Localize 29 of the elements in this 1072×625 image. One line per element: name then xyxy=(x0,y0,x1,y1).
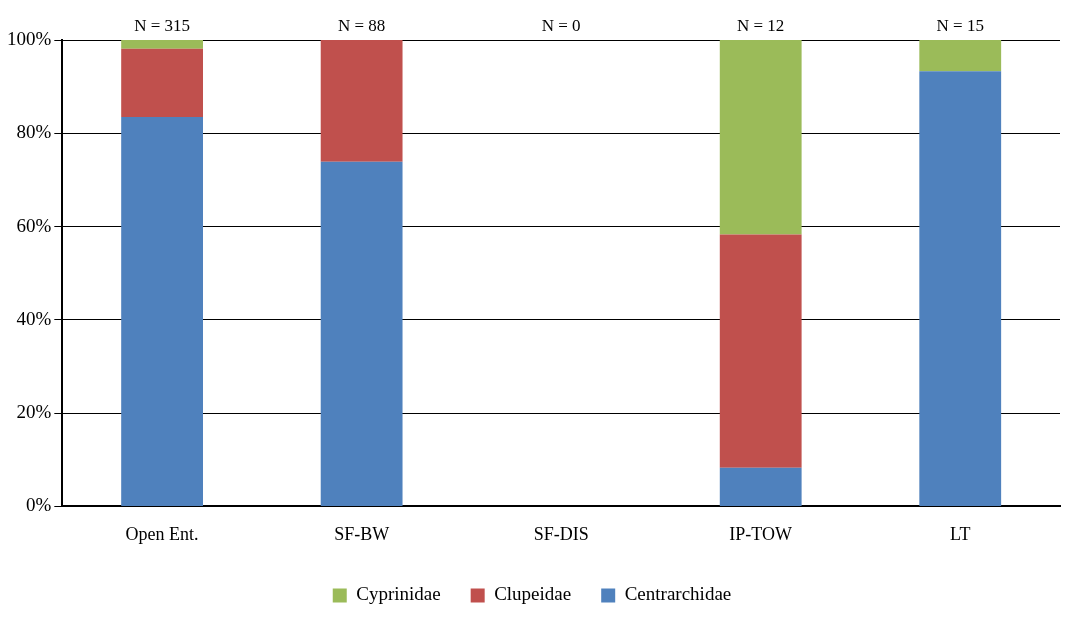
y-tick-label: 40% xyxy=(16,307,52,329)
x-tick-label: SF-DIS xyxy=(533,523,589,544)
legend-label: Clupeidae xyxy=(494,583,572,605)
y-tick-label: 20% xyxy=(16,401,52,423)
text: N = 88 xyxy=(337,15,386,35)
bar xyxy=(719,467,802,506)
x-tick-label: SF-BW xyxy=(334,523,390,544)
bar xyxy=(121,48,203,117)
x-tick-label: LT xyxy=(950,523,971,544)
y-tick-label: 80% xyxy=(16,121,52,143)
text: N = 315 xyxy=(134,15,191,35)
bar xyxy=(919,40,1002,72)
bar xyxy=(121,40,203,49)
text: N = 0 xyxy=(541,15,581,35)
x-tick-label: Open Ent. xyxy=(125,523,199,544)
text: N = 12 xyxy=(737,15,785,35)
bar xyxy=(320,161,403,506)
bar xyxy=(719,40,802,235)
bar xyxy=(121,116,203,506)
legend-label: Centrarchidae xyxy=(624,583,732,605)
y-tick-label: 60% xyxy=(16,214,52,236)
x-tick-label: IP-TOW xyxy=(729,523,793,544)
bar xyxy=(320,40,403,162)
y-tick-label: 100% xyxy=(7,27,52,49)
bar xyxy=(919,71,1002,506)
y-tick-label: 0% xyxy=(26,494,52,516)
text: N = 15 xyxy=(936,15,984,35)
legend-label: Cyprinidae xyxy=(356,583,441,605)
bar xyxy=(719,234,802,468)
